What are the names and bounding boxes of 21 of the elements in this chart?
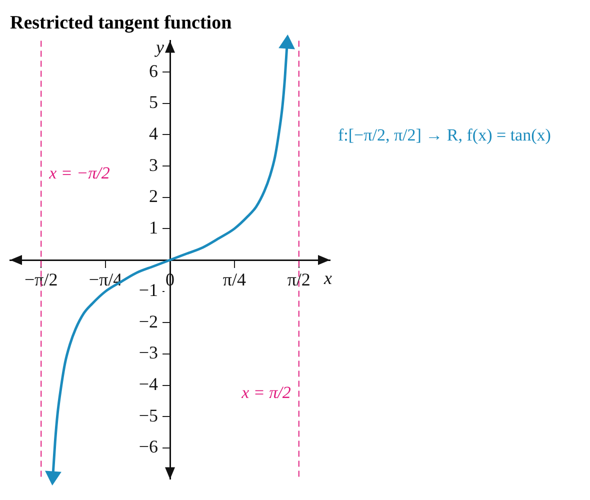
y-tick-label: 2 (149, 186, 158, 206)
y-tick-label: 4 (149, 123, 158, 144)
y-axis-title: y (154, 36, 164, 57)
y-tick-label: −3 (138, 342, 158, 363)
y-tick-label: 6 (149, 60, 158, 81)
y-tick-label: 5 (149, 92, 158, 112)
y-tick-label: 1 (149, 217, 158, 238)
y-tick-label: −6 (138, 436, 158, 457)
x-axis-title: x (323, 268, 332, 288)
x-tick-label: π/4 (222, 270, 246, 290)
chart-title: Restricted tangent function (10, 12, 232, 34)
y-tick-label: −5 (138, 405, 158, 426)
ref-line-label: x = π/2 (240, 382, 292, 402)
y-tick-label: 3 (149, 154, 158, 175)
text: f:[−π/2, π/2] → R, f(x) = tan(x) (338, 126, 551, 145)
y-tick-label: −2 (138, 311, 158, 332)
x-tick-label: −π/2 (24, 270, 58, 290)
y-tick-label: −4 (138, 374, 158, 394)
y-tick-label: −1 (138, 280, 158, 300)
ref-line-label: x = −π/2 (48, 164, 110, 183)
x-tick-label: π/2 (287, 270, 310, 290)
